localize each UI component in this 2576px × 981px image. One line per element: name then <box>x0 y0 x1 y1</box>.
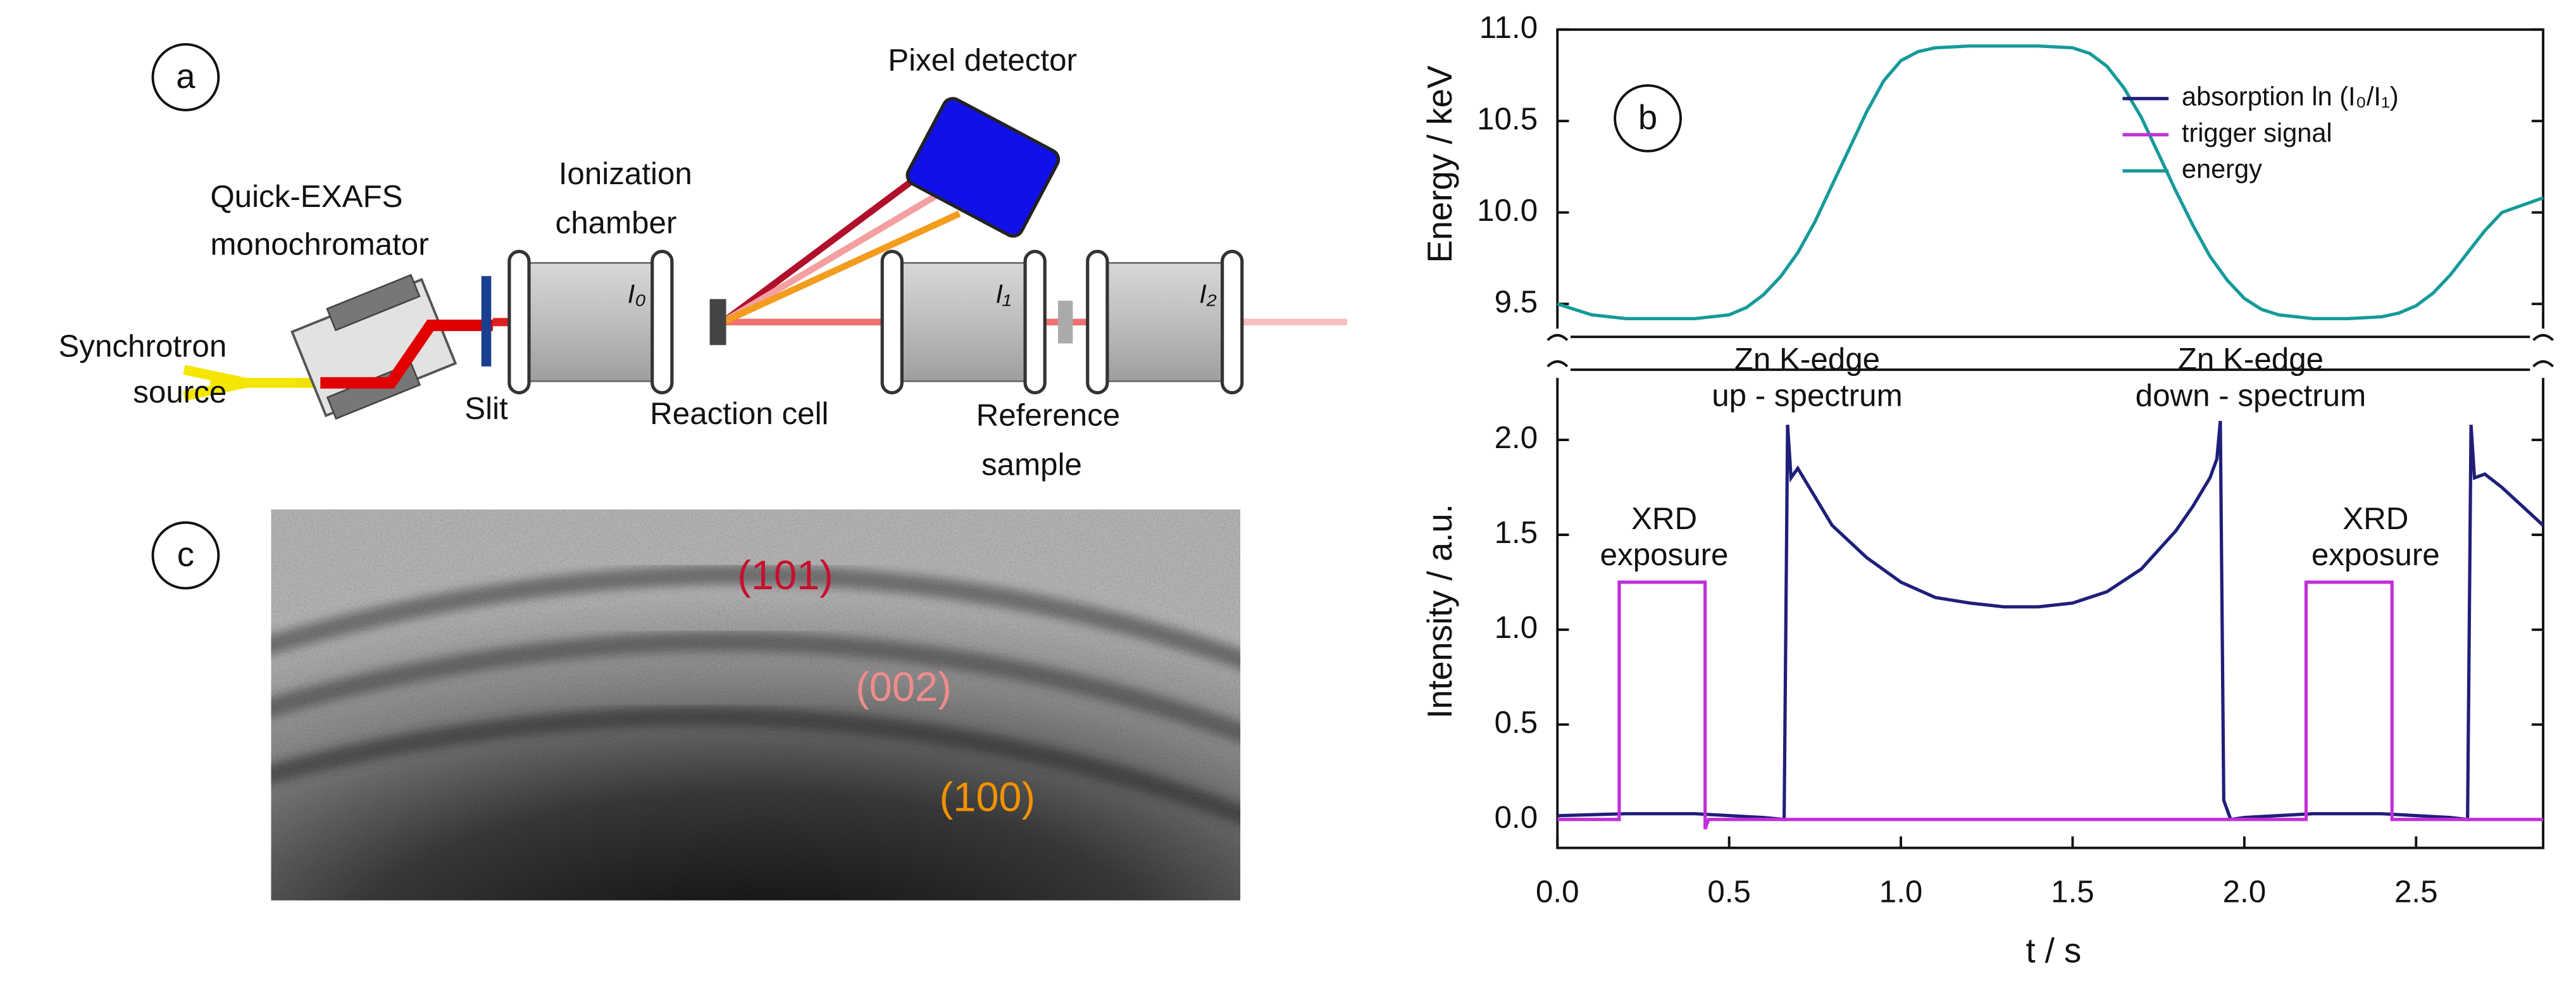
annotation: XRD <box>2343 501 2408 536</box>
source-label: source <box>133 375 227 409</box>
monochromator-label: monochromator <box>210 227 428 261</box>
panel-label: a <box>176 57 196 96</box>
axis-break-gap <box>1544 328 1571 378</box>
diffraction-image <box>271 509 1241 901</box>
y2-tick-label: 10.5 <box>1477 101 1538 136</box>
annotation: Zn K-edge <box>2178 342 2324 377</box>
pixel-detector <box>905 97 1061 238</box>
reaction-cell <box>709 299 726 346</box>
y-tick-label: 0.0 <box>1495 800 1538 835</box>
beam-mono <box>320 319 493 389</box>
panel-label-circle <box>1614 84 1682 153</box>
y-tick-label: 2.0 <box>1495 420 1538 455</box>
plot-frame-top <box>1556 28 2545 339</box>
chamber-label: I₁ <box>995 278 1011 308</box>
series-line <box>1557 580 2544 830</box>
beam-101 <box>721 175 919 325</box>
panel-c: c (101) (002) (100) <box>151 509 1241 901</box>
legend-label: absorption ln (I₀/I₁) <box>2182 82 2399 111</box>
chamber-title: chamber <box>556 206 677 241</box>
legend-label: energy <box>2182 154 2262 184</box>
y-tick-label: 1.0 <box>1495 610 1538 645</box>
legend-label: trigger signal <box>2182 118 2332 147</box>
y2-tick-label: 11.0 <box>1479 10 1538 45</box>
annotation: up - spectrum <box>1712 378 1902 413</box>
ionization-chamber <box>507 249 674 395</box>
reference-label: sample <box>981 447 1082 482</box>
panel-label-circle <box>151 43 220 111</box>
panel-a: a I₀ <box>58 43 1347 482</box>
plot-frame-bottom <box>1556 368 2545 849</box>
reflection-label: (101) <box>737 552 833 598</box>
slit <box>481 276 492 366</box>
series-line <box>1557 44 2544 321</box>
y-axis-label: Intensity / a.u. <box>1421 504 1459 718</box>
x-tick-label: 2.5 <box>2394 874 2438 909</box>
chamber-label: I₂ <box>1199 278 1217 308</box>
annotation: down - spectrum <box>2136 378 2367 413</box>
beam-002 <box>721 192 938 325</box>
monochromator <box>290 273 457 420</box>
reflection-label: (100) <box>940 774 1036 820</box>
beam-100 <box>721 210 961 325</box>
y2-axis-label: Energy / keV <box>1421 65 1459 263</box>
detector-label: Pixel detector <box>888 43 1077 78</box>
y2-tick-label: 9.5 <box>1495 284 1538 319</box>
reference-label: Reference <box>976 397 1121 432</box>
reflection-label: (002) <box>856 664 952 710</box>
panel-b: b t / s Intensity / a.u. Energy / keV <box>1421 28 2556 970</box>
annotation: exposure <box>1600 537 1729 572</box>
source-icon <box>183 365 296 401</box>
reference-chambers <box>880 249 1244 395</box>
x-tick-label: 1.5 <box>2051 874 2094 909</box>
x-tick-label: 0.0 <box>1536 874 1579 909</box>
x-tick-label: 0.5 <box>1707 874 1751 909</box>
x-axis-label: t / s <box>2025 931 2081 970</box>
monochromator-label: Quick-EXAFS <box>210 179 402 214</box>
chamber-title: Ionization <box>559 156 692 191</box>
y-tick-label: 1.5 <box>1495 515 1538 550</box>
y-tick-label: 0.5 <box>1495 705 1538 740</box>
x-tick-label: 1.0 <box>1879 874 1923 909</box>
y2-tick-label: 10.0 <box>1477 193 1538 228</box>
panel-label: c <box>177 535 194 574</box>
panel-label: b <box>1638 98 1657 137</box>
cell-label: Reaction cell <box>650 396 828 431</box>
slit-label: Slit <box>464 391 508 426</box>
axis-break <box>1546 334 2554 368</box>
annotation: exposure <box>2312 537 2440 572</box>
panel-label-circle <box>151 521 220 590</box>
source-label: Synchrotron <box>58 328 227 363</box>
chamber-label: I₀ <box>628 278 646 308</box>
x-tick-label: 2.0 <box>2223 874 2267 909</box>
annotation: Zn K-edge <box>1734 342 1880 377</box>
annotation: XRD <box>1631 501 1697 536</box>
series-line <box>1557 420 2544 822</box>
axis-break-gap <box>2530 328 2556 378</box>
